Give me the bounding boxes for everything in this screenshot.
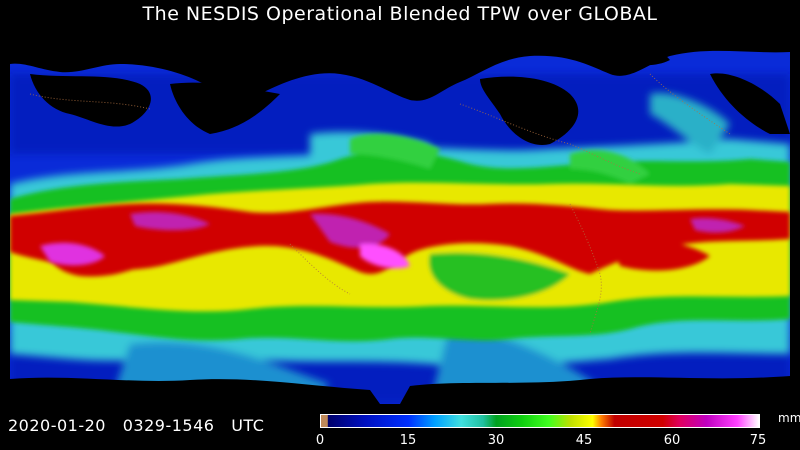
colorbar-tick-0: 0 xyxy=(315,433,325,448)
colorbar-unit: mm xyxy=(778,411,800,425)
tpw-map xyxy=(10,34,790,404)
colorbar-gradient xyxy=(320,414,760,428)
colorbar-tick-30: 30 xyxy=(487,433,505,448)
colorbar-tick-75: 75 xyxy=(749,433,767,448)
figure-title: The NESDIS Operational Blended TPW over … xyxy=(142,3,658,25)
colorbar-tick-15: 15 xyxy=(399,433,417,448)
extreme-moisture-cores xyxy=(40,212,745,269)
coastlines xyxy=(29,73,731,335)
very-wet-band xyxy=(10,201,790,277)
colorbar-legend: 0 15 30 45 60 75 xyxy=(315,412,766,450)
observation-timestamp: 2020-01-20 0329-1546 UTC xyxy=(8,416,265,435)
colorbar-tick-45: 45 xyxy=(575,433,593,448)
colorbar-tick-60: 60 xyxy=(663,433,681,448)
land-no-data xyxy=(10,34,790,404)
